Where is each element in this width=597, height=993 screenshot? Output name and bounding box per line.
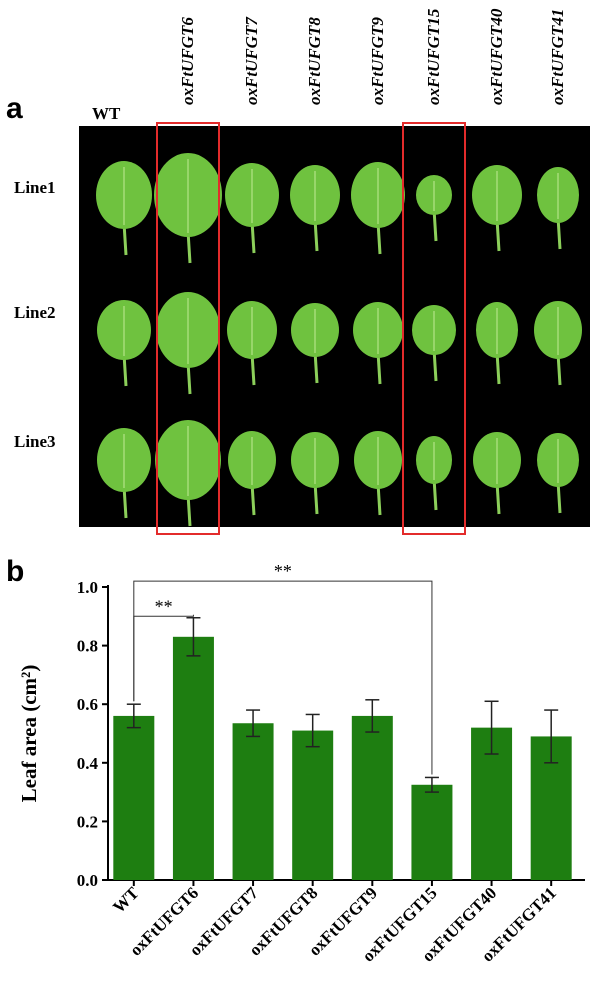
leaf-grid	[96, 153, 582, 527]
column-header-label: oxFtUFGT7	[242, 17, 261, 105]
column-header-label: oxFtUFGT40	[487, 8, 506, 105]
leaf	[228, 431, 276, 516]
x-tick-label: WT	[109, 883, 143, 917]
leaf	[476, 302, 518, 385]
bar	[351, 715, 393, 880]
column-header-label: oxFtUFGT9	[368, 17, 387, 105]
leaf	[351, 162, 405, 255]
column-header-oxftufgt9: oxFtUFGT9	[348, 0, 408, 125]
leaf	[537, 167, 579, 250]
leaf	[97, 300, 151, 387]
column-header-label: oxFtUFGT41	[548, 8, 567, 105]
significance-label: **	[274, 561, 292, 581]
leaf	[354, 431, 402, 516]
column-header-oxftufgt8: oxFtUFGT8	[285, 0, 345, 125]
leaf	[534, 301, 582, 386]
bar	[113, 715, 155, 880]
bar	[172, 636, 214, 880]
leaf	[537, 433, 579, 514]
y-axis-label: Leaf area (cm²)	[17, 665, 41, 803]
leaf	[412, 305, 456, 382]
y-tick-label: 0.0	[77, 871, 98, 890]
leaf	[96, 161, 152, 256]
leaf	[155, 420, 221, 527]
leaf	[290, 165, 340, 252]
row-label-line3: Line3	[14, 432, 56, 451]
panel-b-label: b	[6, 555, 25, 588]
leaf	[416, 436, 452, 511]
column-header-oxftufgt41: oxFtUFGT41	[528, 0, 588, 125]
significance-bracket	[133, 580, 433, 775]
column-header-label: oxFtUFGT8	[305, 17, 324, 105]
y-tick-label: 1.0	[77, 578, 98, 597]
row-label-line1: Line1	[14, 178, 56, 197]
column-header-label: oxFtUFGT15	[424, 8, 443, 105]
column-header-oxftufgt40: oxFtUFGT40	[467, 0, 527, 125]
highlight-box-oxftufgt6	[156, 122, 220, 535]
y-tick-label: 0.8	[77, 637, 98, 656]
panel-a-label: a	[6, 92, 23, 125]
column-header-wt: WT	[92, 104, 121, 123]
column-header-label: oxFtUFGT6	[178, 17, 197, 105]
y-tick-label: 0.4	[77, 754, 99, 773]
leaf	[156, 292, 220, 395]
row-label-line2: Line2	[14, 303, 56, 322]
bar	[292, 730, 334, 880]
bar	[411, 784, 453, 880]
leaf	[416, 175, 452, 242]
leaf	[473, 432, 521, 515]
significance-label: **	[155, 596, 173, 616]
leaf-photo	[79, 126, 590, 527]
leaf	[154, 153, 222, 264]
leaf	[225, 163, 279, 254]
column-header-oxftufgt6: oxFtUFGT6	[158, 0, 218, 125]
bar	[232, 723, 274, 880]
leaf	[97, 428, 151, 519]
column-header-oxftufgt15: oxFtUFGT15	[404, 0, 464, 125]
leaf	[227, 301, 277, 386]
highlight-box-oxftufgt15	[402, 122, 466, 535]
y-tick-label: 0.6	[77, 695, 98, 714]
leaf	[291, 303, 339, 384]
leaf	[472, 165, 522, 252]
leaf	[353, 302, 403, 385]
leaf	[291, 432, 339, 515]
column-header-oxftufgt7: oxFtUFGT7	[222, 0, 282, 125]
y-tick-label: 0.2	[77, 812, 98, 831]
